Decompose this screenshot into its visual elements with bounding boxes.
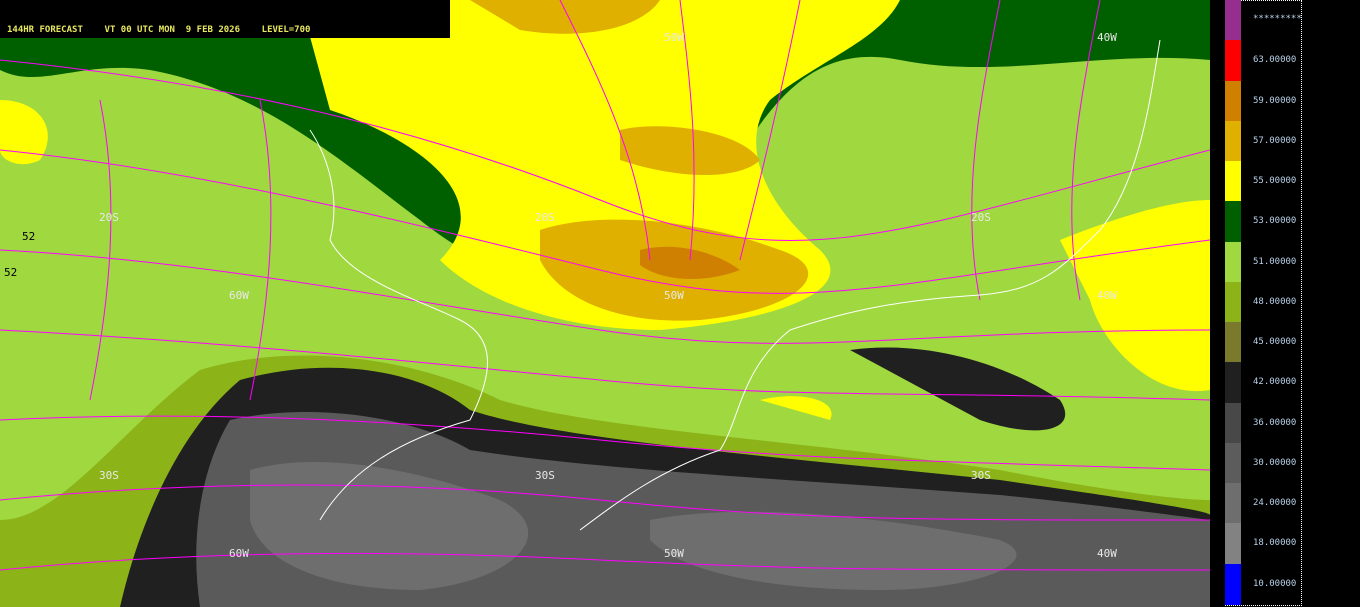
legend-swatch <box>1225 81 1241 122</box>
legend-level-label: 24.00000 <box>1253 498 1297 508</box>
grid-label: 50W <box>664 289 684 302</box>
legend-swatch <box>1225 40 1241 81</box>
grid-labels: 50W 40W 20S 20S 20S 60W 50W 40W 30S 30S … <box>4 31 1117 560</box>
grid-label: 20S <box>99 211 119 224</box>
forecast-title: 144HR FORECAST VT 00 UTC MON 9 FEB 2026 … <box>7 25 311 35</box>
grid-label: 30S <box>535 469 555 482</box>
forecast-header: 144HR FORECAST VT 00 UTC MON 9 FEB 2026 … <box>0 0 450 38</box>
legend-swatch <box>1225 403 1241 444</box>
contour-label: 52 <box>22 230 35 243</box>
legend-level-label: 45.00000 <box>1253 337 1297 347</box>
grid-label: 40W <box>1097 547 1117 560</box>
legend-top-label: ********* <box>1253 14 1302 24</box>
grid-label: 50W <box>664 547 684 560</box>
grid-label: 30S <box>971 469 991 482</box>
color-legend: ********* 63.00000 59.00000 57.00000 55.000… <box>1225 0 1360 607</box>
legend-level-label: 53.00000 <box>1253 216 1297 226</box>
legend-level-label: 48.00000 <box>1253 297 1297 307</box>
legend-level-label: 51.00000 <box>1253 257 1297 267</box>
grid-label: 60W <box>229 289 249 302</box>
field-57 <box>470 0 809 321</box>
grid-label: 30S <box>99 469 119 482</box>
grid-label: 40W <box>1097 289 1117 302</box>
legend-swatch <box>1225 0 1241 41</box>
legend-level-label: 42.00000 <box>1253 377 1297 387</box>
field-24 <box>250 461 1017 590</box>
legend-swatch <box>1225 483 1241 524</box>
contour-label: 52 <box>4 266 17 279</box>
legend-swatch <box>1225 161 1241 202</box>
legend-level-label: 36.00000 <box>1253 418 1297 428</box>
legend-swatch <box>1225 282 1241 323</box>
grid-label: 60W <box>229 547 249 560</box>
field-59 <box>640 246 740 280</box>
grid-label: 20S <box>971 211 991 224</box>
grid-label: 50W <box>664 31 684 44</box>
legend-swatch <box>1225 322 1241 363</box>
grid-label: 20S <box>535 211 555 224</box>
legend-swatch <box>1225 443 1241 484</box>
legend-level-label: 10.00000 <box>1253 579 1297 589</box>
legend-swatch <box>1225 201 1241 242</box>
coastline <box>309 39 1161 531</box>
grid-label: 40W <box>1097 31 1117 44</box>
legend-level-label: 55.00000 <box>1253 176 1297 186</box>
streamlines <box>0 0 1210 571</box>
legend-swatch <box>1225 523 1241 564</box>
legend-swatch <box>1225 362 1241 403</box>
legend-level-label: 18.00000 <box>1253 538 1297 548</box>
legend-level-label: 30.00000 <box>1253 458 1297 468</box>
legend-level-label: 57.00000 <box>1253 136 1297 146</box>
legend-swatch <box>1225 121 1241 162</box>
legend-swatch <box>1225 242 1241 283</box>
legend-level-label: 59.00000 <box>1253 96 1297 106</box>
legend-level-label: 63.00000 <box>1253 55 1297 65</box>
weather-map: 50W 40W 20S 20S 20S 60W 50W 40W 30S 30S … <box>0 0 1210 607</box>
legend-swatch <box>1225 564 1241 605</box>
